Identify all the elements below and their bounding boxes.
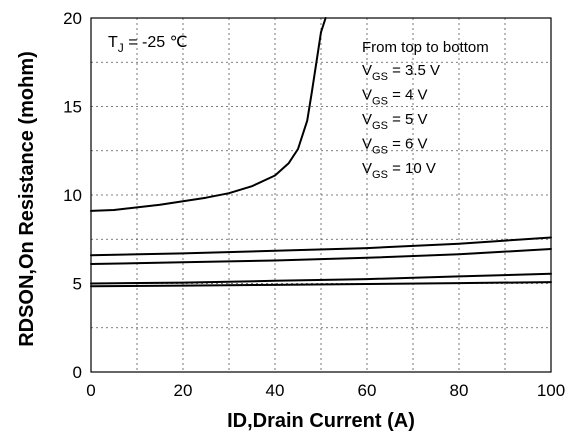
x-tick-label: 100	[537, 381, 565, 400]
temperature-condition: TJ = -25 ℃	[108, 34, 188, 55]
legend: From top to bottom VGS = 3.5 V VGS = 4 V V…	[362, 39, 489, 181]
legend-entry: VGS = 5 V	[362, 111, 428, 132]
legend-entry: VGS = 4 V	[362, 87, 428, 108]
x-tick-label: 80	[450, 381, 469, 400]
legend-entry: VGS = 10 V	[362, 160, 436, 181]
x-tick-label: 0	[86, 381, 95, 400]
y-tick-label: 5	[73, 275, 82, 294]
tick-labels: 0 20 40 60 80 100 0 5 10 15 20	[63, 9, 565, 400]
legend-entry: VGS = 6 V	[362, 136, 428, 157]
x-axis-title: ID,Drain Current (A)	[227, 410, 415, 432]
series-line-2	[90, 236, 552, 257]
y-tick-label: 10	[63, 186, 82, 205]
y-tick-label: 15	[63, 98, 82, 117]
y-tick-label: 20	[63, 9, 82, 28]
legend-entry: VGS = 3.5 V	[362, 62, 440, 83]
x-tick-label: 60	[358, 381, 377, 400]
series-line-5	[90, 281, 552, 288]
plot-frame	[90, 17, 552, 373]
grid	[91, 18, 551, 372]
y-axis-title: RDSON,On Resistance (mohm)	[16, 51, 38, 347]
legend-header: From top to bottom	[362, 39, 489, 56]
series-line-4	[90, 272, 552, 285]
y-tick-label: 0	[73, 363, 82, 382]
series-lines	[90, 17, 552, 288]
series-line-1	[90, 17, 327, 212]
x-tick-label: 40	[266, 381, 285, 400]
series-line-3	[90, 248, 552, 265]
x-tick-label: 20	[174, 381, 193, 400]
